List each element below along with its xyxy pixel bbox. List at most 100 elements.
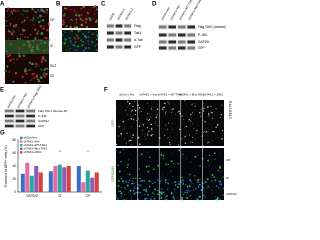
speckle [138, 107, 141, 109]
speckle [217, 169, 219, 172]
speckle [207, 140, 208, 142]
speckle [42, 72, 46, 75]
speckle [178, 183, 180, 186]
speckle [34, 28, 37, 31]
speckle [47, 43, 49, 45]
speckle [118, 190, 120, 193]
speckle [124, 138, 126, 140]
speckle [168, 122, 170, 124]
speckle [191, 182, 193, 184]
speckle [172, 108, 174, 110]
speckle [83, 43, 84, 45]
speckle [10, 11, 11, 13]
legend-swatch [20, 144, 23, 147]
speckle [135, 192, 137, 194]
speckle [5, 49, 9, 53]
speckle [164, 198, 166, 201]
speckle [118, 180, 120, 183]
speckle [37, 17, 39, 19]
speckle [26, 36, 29, 39]
speckle [168, 103, 170, 105]
x-tick-label: IZ [58, 194, 61, 198]
speckle [216, 186, 218, 188]
speckle [32, 39, 35, 42]
speckle [174, 187, 176, 189]
speckle [80, 23, 83, 27]
speckle [94, 5, 97, 8]
speckle [92, 17, 94, 19]
speckle [144, 197, 147, 201]
speckle [182, 191, 184, 193]
speckle [197, 137, 198, 139]
speckle [139, 192, 141, 194]
speckle [69, 50, 71, 52]
speckle [135, 177, 137, 179]
speckle [44, 67, 47, 70]
speckle [82, 5, 85, 8]
speckle [24, 36, 27, 39]
speckle [211, 192, 213, 194]
speckle [214, 181, 216, 183]
y-tick-label: 80 [12, 138, 16, 142]
speckle [222, 194, 225, 197]
speckle [179, 99, 181, 101]
speckle [7, 55, 9, 58]
speckle [42, 16, 45, 18]
speckle [25, 72, 28, 75]
speckle [14, 25, 17, 28]
speckle [91, 40, 94, 44]
speckle [150, 123, 152, 126]
speckle [133, 193, 136, 195]
speckle [8, 15, 10, 17]
speckle [14, 71, 18, 75]
speckle [155, 120, 157, 122]
speckle [194, 197, 196, 199]
speckle [184, 135, 186, 138]
blot-band [124, 38, 131, 42]
speckle [5, 19, 8, 23]
speckle [188, 173, 191, 176]
speckle [83, 49, 86, 52]
speckle [174, 181, 177, 184]
speckle [146, 112, 149, 115]
speckle [197, 154, 199, 156]
speckle [126, 184, 129, 187]
speckle [206, 178, 209, 181]
lane-label: shCtrl [108, 12, 116, 21]
speckle [127, 159, 129, 161]
speckle [147, 134, 149, 136]
legend-swatch [20, 151, 23, 154]
speckle [70, 29, 73, 33]
speckle [160, 197, 163, 199]
speckle [144, 135, 146, 137]
speckle [79, 14, 81, 16]
speckle [162, 158, 164, 160]
speckle [220, 171, 222, 173]
speckle [13, 62, 15, 64]
speckle [119, 125, 121, 127]
speckle [151, 129, 153, 131]
speckle [211, 111, 213, 114]
speckle [128, 140, 130, 142]
speckle [31, 18, 35, 22]
speckle [213, 152, 216, 154]
speckle [222, 176, 224, 178]
speckle [87, 36, 90, 39]
speckle [202, 183, 204, 185]
legend-swatch [20, 147, 23, 150]
speckle [195, 138, 197, 140]
condition-label: shTAK1 + Mut-TAK1 [179, 93, 205, 97]
speckle [193, 128, 195, 130]
speckle [120, 132, 122, 135]
speckle [209, 124, 211, 125]
bar [34, 166, 39, 192]
speckle [40, 8, 43, 11]
speckle [30, 33, 32, 36]
speckle [199, 165, 201, 167]
row-label: P-JNK [38, 114, 47, 118]
speckle [43, 69, 46, 72]
speckle [81, 44, 84, 47]
speckle [9, 58, 13, 62]
speckle [115, 143, 118, 146]
speckle [161, 152, 162, 153]
